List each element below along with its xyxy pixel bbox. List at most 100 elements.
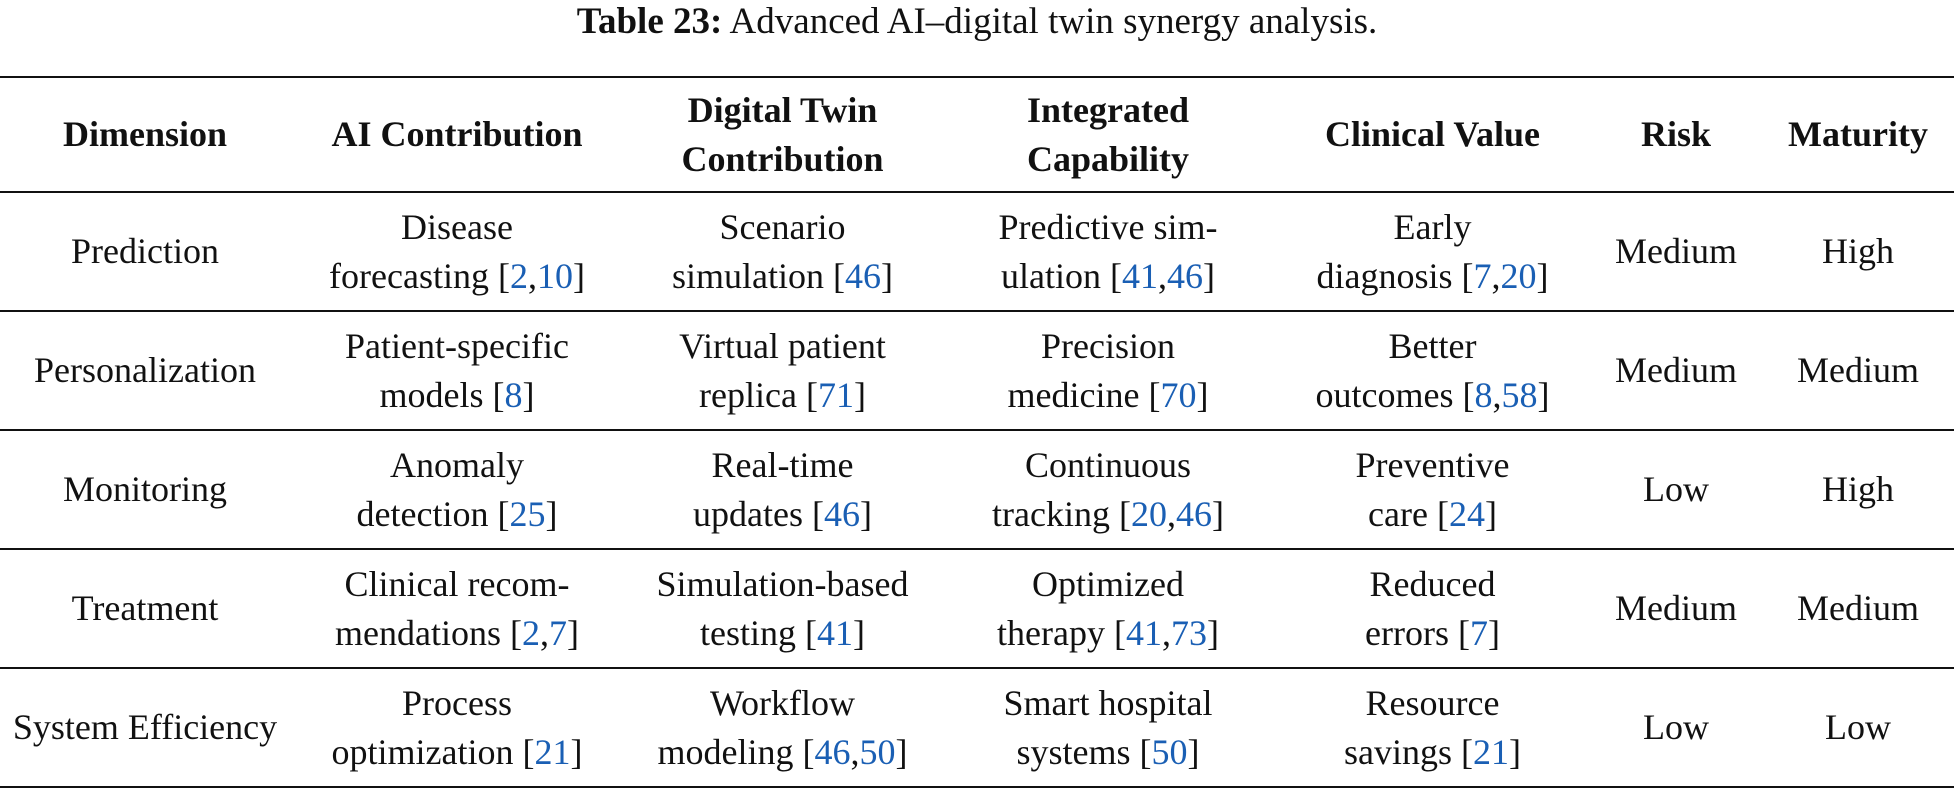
cell-digital-twin-contribution: Real-time updates [46] [624,430,941,549]
citation-link[interactable]: 50 [1151,731,1188,772]
cell-risk: Low [1643,469,1709,509]
citation-link[interactable]: 50 [859,731,896,772]
cell-text: updates [693,493,803,534]
header-dimension: Dimension [0,77,290,192]
citation-link[interactable]: 21 [534,731,571,772]
cell-clinical-value: Early diagnosis [7,20] [1275,192,1590,311]
cell-line: testing [41] [700,612,865,653]
cell-line: Patient-specific [345,325,569,366]
cell-text: diagnosis [1316,255,1453,296]
citation-link[interactable]: 73 [1170,612,1207,653]
citation-link[interactable]: 8 [504,374,523,415]
cell-risk: Medium [1615,350,1737,390]
citation-link[interactable]: 7 [1473,255,1492,296]
cell-text: medicine [1007,374,1140,415]
citation-link[interactable]: 71 [817,374,854,415]
header-line: Capability [1026,138,1190,179]
citation-link[interactable]: 46 [823,493,860,534]
cell-clinical-value: Resource savings [21] [1275,668,1590,787]
header-row: Dimension AI Contribution Digital Twin Cont… [0,77,1954,192]
citation-link[interactable]: 7 [548,612,567,653]
citation-link[interactable]: 25 [509,493,546,534]
cell-text: outcomes [1315,374,1454,415]
cell-line: ulation [41,46] [1001,255,1215,296]
cell-line: Preventive [1355,444,1510,485]
synergy-table: Dimension AI Contribution Digital Twin Cont… [0,76,1954,788]
cell-line: tracking [20,46] [992,493,1224,534]
cell-text: mendations [335,612,501,653]
cell-line: replica [71] [699,374,866,415]
cell-text: errors [1365,612,1449,653]
citation-link[interactable]: 46 [814,731,851,772]
citation-link[interactable]: 10 [536,255,573,296]
citation-link[interactable]: 46 [845,255,881,296]
citation-link[interactable]: 41 [1125,612,1162,653]
citation-link[interactable]: 20 [1130,493,1167,534]
cell-line: diagnosis [7,20] [1316,255,1549,296]
cell-dimension: Treatment [71,588,219,628]
cell-clinical-value: Better outcomes [8,58] [1275,311,1590,430]
cell-text: forecasting [329,255,489,296]
header-line: Maturity [1788,114,1928,154]
cell-line: Real-time [711,444,854,485]
citation-link[interactable]: 8 [1474,374,1493,415]
cell-ai-contribution: Disease forecasting [2,10] [290,192,624,311]
citation-link[interactable]: 46 [1166,255,1203,296]
cell-line: Predictive sim- [998,206,1218,247]
header-line: Risk [1640,114,1712,154]
citation-link[interactable]: 24 [1448,493,1485,534]
cell-line: outcomes [8,58] [1315,374,1550,415]
cell-risk: Medium [1615,231,1737,271]
cell-digital-twin-contribution: Workflow modeling [46,50] [624,668,941,787]
header-maturity: Maturity [1762,77,1954,192]
header-line: AI Contribution [331,114,583,154]
citation-link[interactable]: 46 [1175,493,1212,534]
cell-maturity: High [1822,231,1894,271]
cell-risk: Medium [1615,588,1737,628]
cell-line: Resource [1365,682,1500,723]
table-row: Personalization Patient-specific models [8… [0,311,1954,430]
header-line: Dimension [62,114,228,154]
citation-link[interactable]: 58 [1501,374,1538,415]
cell-clinical-value: Preventive care [24] [1275,430,1590,549]
cell-ai-contribution: Patient-specific models [8] [290,311,624,430]
cell-dimension: System Efficiency [12,707,278,747]
cell-integrated-capability: Precision medicine [70] [941,311,1275,430]
citation-link[interactable]: 41 [1121,255,1158,296]
header-clinical-value: Clinical Value [1275,77,1590,192]
cell-line: medicine [70] [1007,374,1209,415]
cell-ai-contribution: Clinical recom-mendations [2,7] [290,549,624,668]
cell-text: optimization [331,731,514,772]
citation-link[interactable]: 2 [509,255,528,296]
cell-text: simulation [672,255,824,296]
cell-text: replica [699,374,797,415]
citation-link[interactable]: 7 [1469,612,1488,653]
header-risk: Risk [1590,77,1762,192]
cell-line: modeling [46,50] [657,731,908,772]
cell-digital-twin-contribution: Scenario simulation [46] [624,192,941,311]
cell-integrated-capability: Continuous tracking [20,46] [941,430,1275,549]
cell-line: optimization [21] [331,731,583,772]
table-row: Treatment Clinical recom-mendations [2,7]… [0,549,1954,668]
cell-integrated-capability: Optimized therapy [41,73] [941,549,1275,668]
cell-line: Early [1393,206,1472,247]
header-line: Contribution [681,138,884,179]
cell-line: Anomaly [390,444,524,485]
cell-dimension: Personalization [34,350,256,390]
cell-line: Clinical recom- [344,563,570,604]
cell-line: Continuous [1024,444,1192,485]
citation-link[interactable]: 21 [1473,731,1509,772]
cell-line: therapy [41,73] [997,612,1219,653]
header-ai-contribution: AI Contribution [290,77,624,192]
cell-ai-contribution: Process optimization [21] [290,668,624,787]
citation-link[interactable]: 41 [817,612,853,653]
cell-line: care [24] [1368,493,1497,534]
citation-link[interactable]: 2 [521,612,540,653]
cell-text: ulation [1001,255,1101,296]
cell-maturity: Medium [1797,350,1919,390]
citation-link[interactable]: 70 [1160,374,1197,415]
cell-text: testing [700,612,796,653]
citation-link[interactable]: 20 [1500,255,1537,296]
cell-text: savings [1344,731,1452,772]
header-line: Integrated [1027,89,1189,130]
